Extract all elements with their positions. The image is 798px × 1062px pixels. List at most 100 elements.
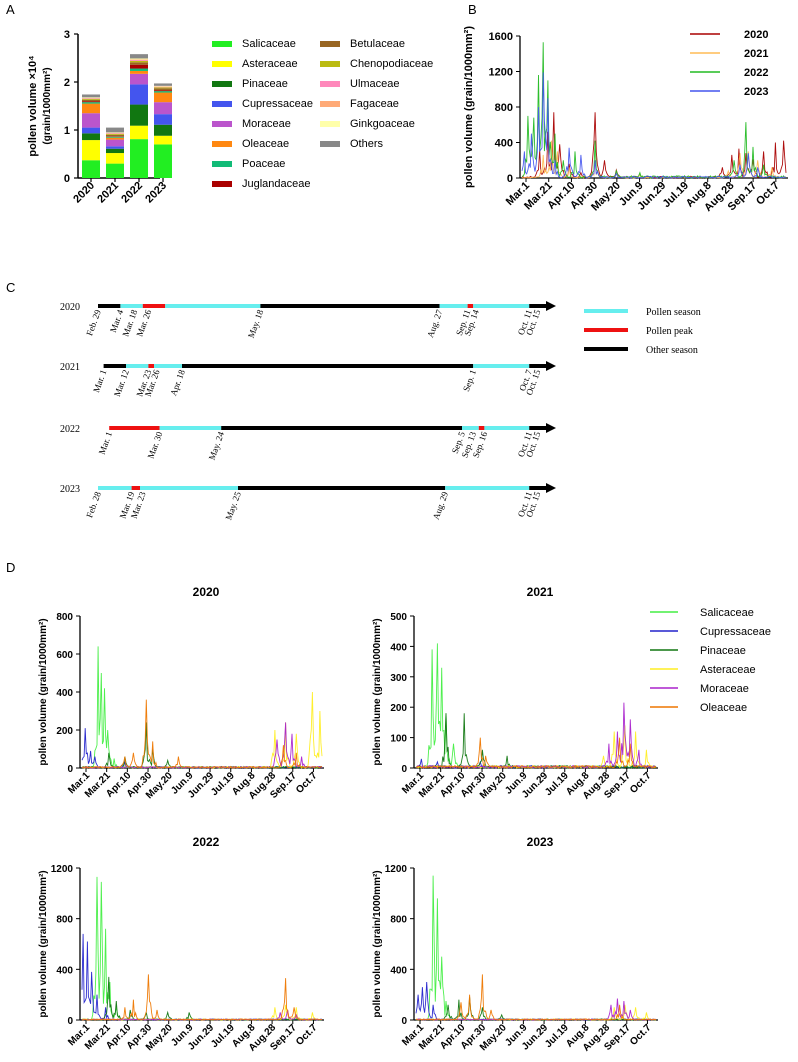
- y-tick-label: 300: [390, 673, 407, 684]
- legend-label-asteraceae: Asteraceae: [242, 58, 298, 70]
- bar-chenopodiaceae-2023: [154, 87, 172, 89]
- bar-cupressaceae-2023: [154, 114, 172, 125]
- x-tick-label: Oct.7: [628, 770, 654, 796]
- y-tick-label: 1200: [385, 864, 408, 875]
- legend-label-juglandaceae: Juglandaceae: [242, 178, 311, 190]
- bar-poaceae-2023: [154, 91, 172, 93]
- legend-swatch-oleaceae: [212, 141, 232, 147]
- timeline-arrowhead: [546, 483, 556, 493]
- bar-juglandaceae-2020: [82, 101, 100, 103]
- bar-pinaceae-2020: [82, 133, 100, 141]
- timeline-year-2021: 2021: [60, 362, 80, 373]
- y-tick-label: 800: [390, 915, 407, 926]
- y-tick-label: 0: [64, 173, 70, 185]
- y-tick-label: 1600: [489, 31, 513, 43]
- series-line-2022: [521, 42, 787, 179]
- bar-asteraceae-2023: [154, 135, 172, 145]
- bar-moraceae-2022: [130, 73, 148, 85]
- x-tick-label: Oct.7: [294, 1022, 320, 1048]
- panel-d: 2020 0 200 400 600 800 pollen volume (grain/10…: [38, 585, 771, 1054]
- x-tick-label: 2023: [143, 180, 169, 206]
- timeline-date-label: Mar. 1: [91, 368, 108, 394]
- legend-label-ginkgoaceae: Ginkgoaceae: [350, 118, 415, 130]
- timeline-year-2022: 2022: [60, 424, 80, 435]
- y-axis-label: pollen volume (grain/1000mm²): [38, 618, 49, 765]
- timeline-date-label: Feb. 29: [84, 308, 103, 337]
- bar-moraceae-2020: [82, 113, 100, 128]
- timeline-date-label: Sep. 1: [461, 368, 478, 393]
- timeline-date-label: Mar. 30: [146, 430, 165, 460]
- y-tick-label: 3: [64, 29, 70, 41]
- legend-swatch-ginkgoaceae: [320, 121, 340, 127]
- legend-label-cupressaceae: Cupressaceae: [242, 98, 313, 110]
- subplot-title: 2020: [193, 585, 220, 599]
- bar-betulaceae-2023: [154, 88, 172, 91]
- bar-oleaceae-2020: [82, 103, 100, 114]
- timeline-date-label: May. 25: [223, 490, 243, 522]
- bar-poaceae-2022: [130, 68, 148, 71]
- y-tick-label: 200: [56, 726, 73, 737]
- bar-salicaceae-2023: [154, 144, 172, 178]
- legend-label-oleaceae: Oleaceae: [700, 702, 747, 714]
- timeline-arrowhead: [546, 301, 556, 311]
- subplot-2020: 2020 0 200 400 600 800 pollen volume (grain/10…: [38, 585, 324, 802]
- y-tick-label: 1: [64, 125, 70, 137]
- x-tick-label: Jul.19: [661, 180, 692, 211]
- legend-swatch-betulaceae: [320, 41, 340, 47]
- legend-swatch-pinaceae: [212, 81, 232, 87]
- y-tick-label: 0: [401, 764, 407, 775]
- y-axis-label-unit: (grain/1000mm²): [42, 67, 53, 144]
- bar-poaceae-2021: [106, 136, 124, 138]
- subplot-title: 2023: [527, 835, 554, 849]
- timeline-date-label: Mar. 1: [97, 430, 114, 456]
- legend-label-pinaceae: Pinaceae: [700, 645, 746, 657]
- legend-label-salicaceae: Salicaceae: [700, 607, 754, 619]
- y-tick-label: 500: [390, 612, 407, 623]
- y-tick-label: 1200: [51, 864, 74, 875]
- bar-chenopodiaceae-2021: [106, 133, 124, 135]
- y-tick-label: 1200: [489, 67, 513, 79]
- y-tick-label: 0: [401, 1016, 407, 1027]
- bar-others-2021: [106, 127, 124, 133]
- panel-letter-d: D: [6, 560, 15, 575]
- y-tick-label: 100: [390, 734, 407, 745]
- bar-cupressaceae-2021: [106, 146, 124, 149]
- x-tick-label: 2021: [95, 180, 121, 206]
- x-tick-label: 2020: [71, 180, 97, 206]
- y-axis-label: pollen volume ×10⁴: [27, 55, 39, 156]
- series-line-2023: [521, 72, 787, 179]
- legend-swatch-juglandaceae: [212, 181, 232, 187]
- legend-label-2021: 2021: [744, 48, 768, 60]
- legend-label-moraceae: Moraceae: [700, 683, 749, 695]
- bar-juglandaceae-2022: [130, 64, 148, 69]
- y-axis-label: pollen volume (grain/1000mm²): [372, 618, 383, 765]
- legend-swatch-poaceae: [212, 161, 232, 167]
- bar-salicaceae-2022: [130, 139, 148, 178]
- y-tick-label: 400: [390, 965, 407, 976]
- legend-label-oleaceae: Oleaceae: [242, 138, 289, 150]
- y-tick-label: 400: [390, 642, 407, 653]
- legend-label-asteraceae: Asteraceae: [700, 664, 756, 676]
- timeline-date-label: Aug. 29: [431, 490, 450, 521]
- legend-label-salicaceae: Salicaceae: [242, 38, 296, 50]
- y-tick-label: 0: [507, 173, 513, 185]
- x-tick-label: Oct.7: [628, 1022, 654, 1048]
- x-tick-label: Oct.7: [754, 180, 782, 208]
- bar-asteraceae-2020: [82, 140, 100, 161]
- timeline-year-2020: 2020: [60, 302, 80, 313]
- bar-oleaceae-2022: [130, 70, 148, 74]
- y-tick-label: 0: [67, 1016, 73, 1027]
- legend-swatch-cupressaceae: [212, 101, 232, 107]
- bar-moraceae-2023: [154, 102, 172, 115]
- legend-label-ulmaceae: Ulmaceae: [350, 78, 400, 90]
- y-tick-label: 800: [56, 612, 73, 623]
- timeline-arrowhead: [546, 361, 556, 371]
- legend-label-betulaceae: Betulaceae: [350, 38, 405, 50]
- series-line-oleaceae: [81, 699, 323, 769]
- subplot-title: 2022: [193, 835, 220, 849]
- series-line-oleaceae: [415, 737, 657, 769]
- bar-others-2022: [130, 54, 148, 59]
- legend-swatch-chenopodiaceae: [320, 61, 340, 67]
